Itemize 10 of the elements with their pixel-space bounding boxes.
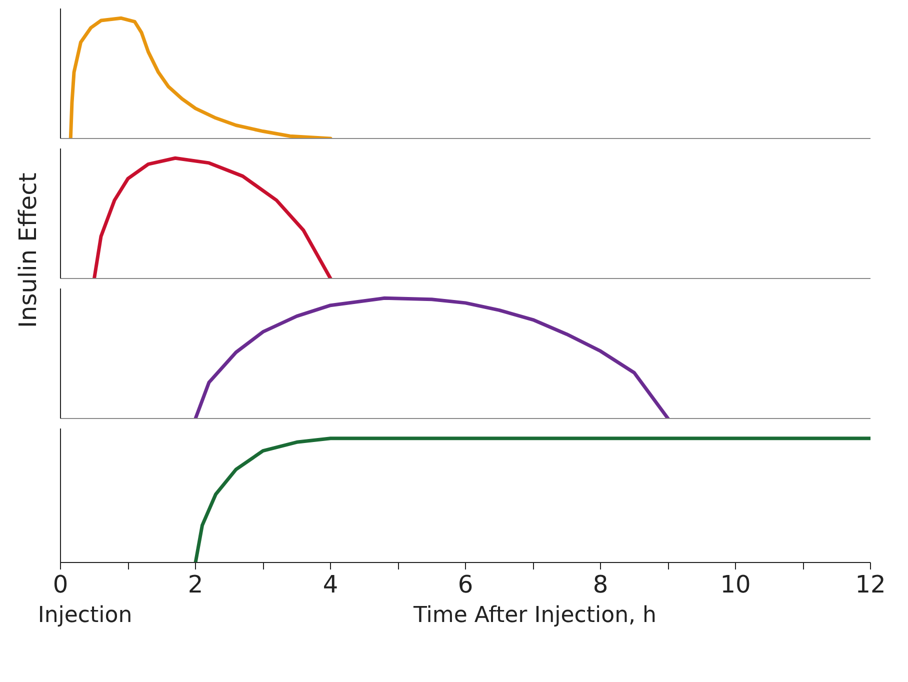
y-axis-title: Insulin Effect	[14, 172, 42, 328]
x-tick-label: 8	[592, 570, 608, 598]
x-tick-label: 2	[188, 570, 204, 598]
text: Injection	[36, 602, 134, 630]
x-axis-title: Time After Injection, h	[412, 602, 658, 630]
x-tick-label: 0	[52, 570, 68, 598]
x-tick-label: 6	[458, 570, 474, 598]
x-tick-label: 10	[720, 570, 751, 598]
x-tick-label: 12	[855, 570, 886, 598]
x-tick-label: 4	[322, 570, 338, 598]
